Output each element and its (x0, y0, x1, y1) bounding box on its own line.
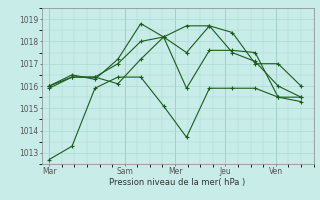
X-axis label: Pression niveau de la mer( hPa ): Pression niveau de la mer( hPa ) (109, 178, 246, 187)
